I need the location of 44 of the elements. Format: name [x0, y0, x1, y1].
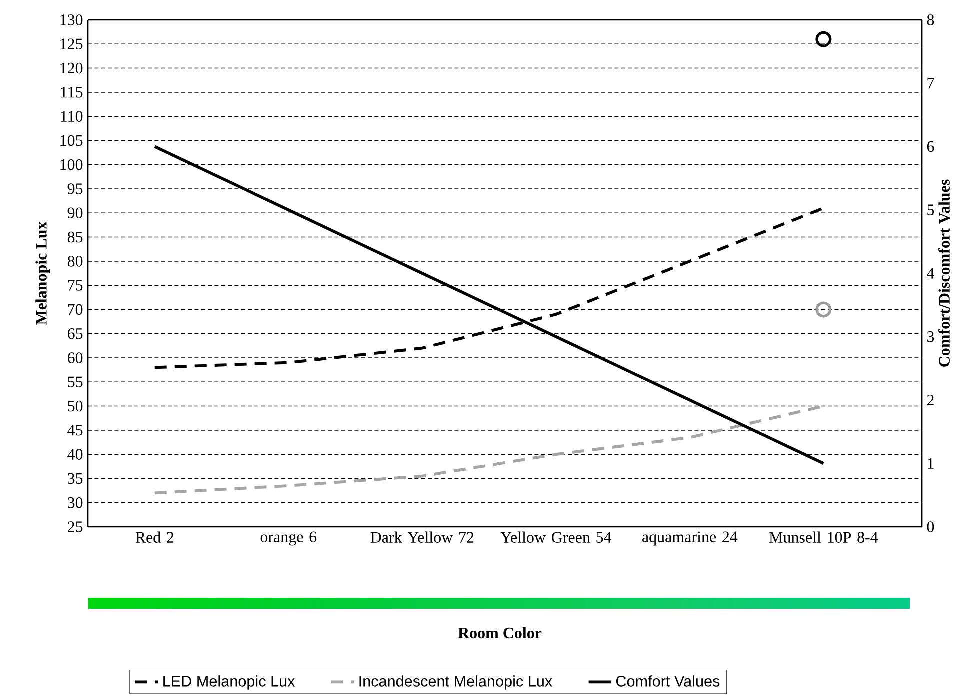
- y-tick-label: 40: [68, 449, 83, 460]
- y2-axis-title: Comfort/Discomfort Values: [938, 180, 950, 367]
- line-series: [153, 145, 826, 466]
- y2-tick-label: 6: [927, 141, 934, 152]
- y-tick-label: 105: [60, 135, 83, 146]
- y-tick-label: 95: [68, 184, 83, 194]
- y2-tick-label: 4: [927, 268, 934, 279]
- y-axis-title: Melanopic Lux: [36, 222, 50, 326]
- y2-tick-label: 0: [927, 522, 934, 532]
- y-tick-label: 115: [61, 87, 83, 98]
- y2-tick-label: 1: [928, 458, 934, 469]
- y-tick-label: 85: [68, 232, 83, 243]
- y2-tick-label: 8: [927, 14, 934, 26]
- y-tick-label: 80: [68, 256, 83, 267]
- y-tick-label: 120: [60, 62, 83, 74]
- y-tick-label: 30: [68, 497, 83, 508]
- text: Room Color: [458, 627, 542, 639]
- y-tick-label: 100: [60, 159, 83, 170]
- y2-tick-label: 2: [927, 394, 934, 406]
- legend-label: LED Melanopic Lux: [164, 676, 296, 690]
- legend-label: Incandescent Melanopic Lux: [360, 676, 552, 690]
- y2-tick-label: 7: [928, 78, 934, 89]
- y-tick-label: 75: [68, 280, 83, 291]
- y2-tick-label: 3: [927, 331, 934, 342]
- y2-tick-label: 5: [928, 204, 934, 216]
- y-tick-label: 110: [61, 111, 83, 122]
- y-tick-label: 65: [68, 328, 83, 340]
- y-tick-label: 50: [68, 400, 83, 412]
- legend-label: Comfort Values: [616, 676, 720, 687]
- x-tick-label: Munsell 10P 8-4: [769, 532, 878, 543]
- x-tick-label: Yellow Green 54: [500, 532, 612, 543]
- y-tick-label: 60: [68, 352, 83, 364]
- x-tick-label: Dark Yellow 72: [370, 532, 474, 543]
- x-tick-label: Red 2: [136, 532, 174, 543]
- y-tick-label: 25: [68, 522, 83, 532]
- y-tick-label: 45: [68, 425, 83, 436]
- y-tick-label: 70: [68, 304, 83, 316]
- x-tick-label: aquamarine 24: [642, 532, 738, 546]
- y-tick-label: 55: [68, 376, 83, 388]
- y-tick-label: 125: [60, 38, 83, 50]
- y-tick-label: 35: [68, 473, 83, 484]
- y-tick-label: 90: [68, 208, 83, 219]
- y-tick-label: 130: [60, 14, 83, 26]
- x-tick-label: orange 6: [260, 532, 317, 546]
